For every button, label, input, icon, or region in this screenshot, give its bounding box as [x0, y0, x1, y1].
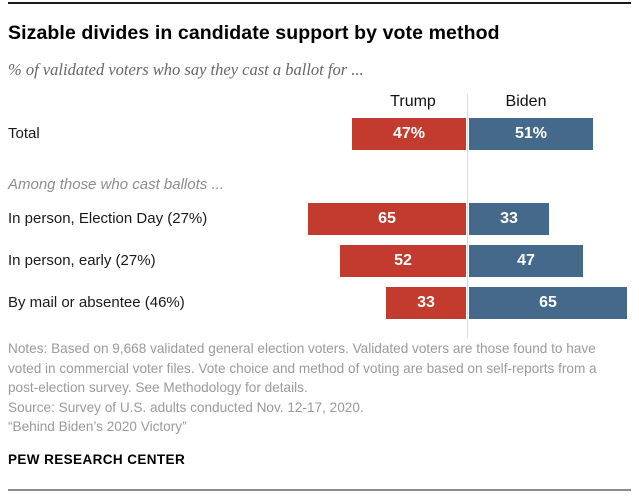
footer-notes: Notes: Based on 9,668 validated general …	[8, 339, 613, 437]
brand-pew-research-center: PEW RESEARCH CENTER	[8, 452, 186, 467]
biden-bar-value: 47	[517, 252, 535, 269]
source-text: Source: Survey of U.S. adults conducted …	[8, 399, 364, 415]
section-note: Among those who cast ballots ...	[8, 176, 224, 193]
row-label: By mail or absentee (46%)	[8, 294, 185, 311]
column-header-biden: Biden	[505, 93, 547, 110]
center-divider-line	[467, 94, 468, 338]
trump-bar: 65	[308, 203, 466, 235]
trump-bar-value: 52	[394, 252, 412, 269]
biden-bar: 65	[469, 287, 627, 319]
row-label: Total	[8, 125, 40, 142]
notes-text: Notes: Based on 9,668 validated general …	[8, 341, 597, 395]
trump-bar: 47%	[352, 118, 466, 150]
trump-bar: 52	[340, 245, 466, 277]
biden-bar: 47	[469, 245, 583, 277]
quote-text: “Behind Biden’s 2020 Victory”	[8, 419, 187, 434]
trump-bar: 33	[386, 287, 466, 319]
page-title: Sizable divides in candidate support by …	[8, 22, 500, 44]
biden-bar-value: 51%	[514, 125, 548, 142]
biden-bar-value: 65	[539, 294, 557, 311]
biden-bar: 33	[469, 203, 549, 235]
trump-bar-value: 47%	[392, 125, 426, 142]
bottom-rule	[8, 489, 631, 491]
biden-bar: 51%	[469, 118, 593, 150]
biden-bar-value: 33	[500, 210, 518, 227]
row-label: In person, early (27%)	[8, 252, 156, 269]
row-label: In person, Election Day (27%)	[8, 210, 208, 227]
page-subtitle: % of validated voters who say they cast …	[8, 60, 364, 79]
column-header-trump: Trump	[390, 93, 436, 110]
top-rule	[8, 2, 631, 4]
trump-bar-value: 65	[378, 210, 396, 227]
trump-bar-value: 33	[417, 294, 435, 311]
